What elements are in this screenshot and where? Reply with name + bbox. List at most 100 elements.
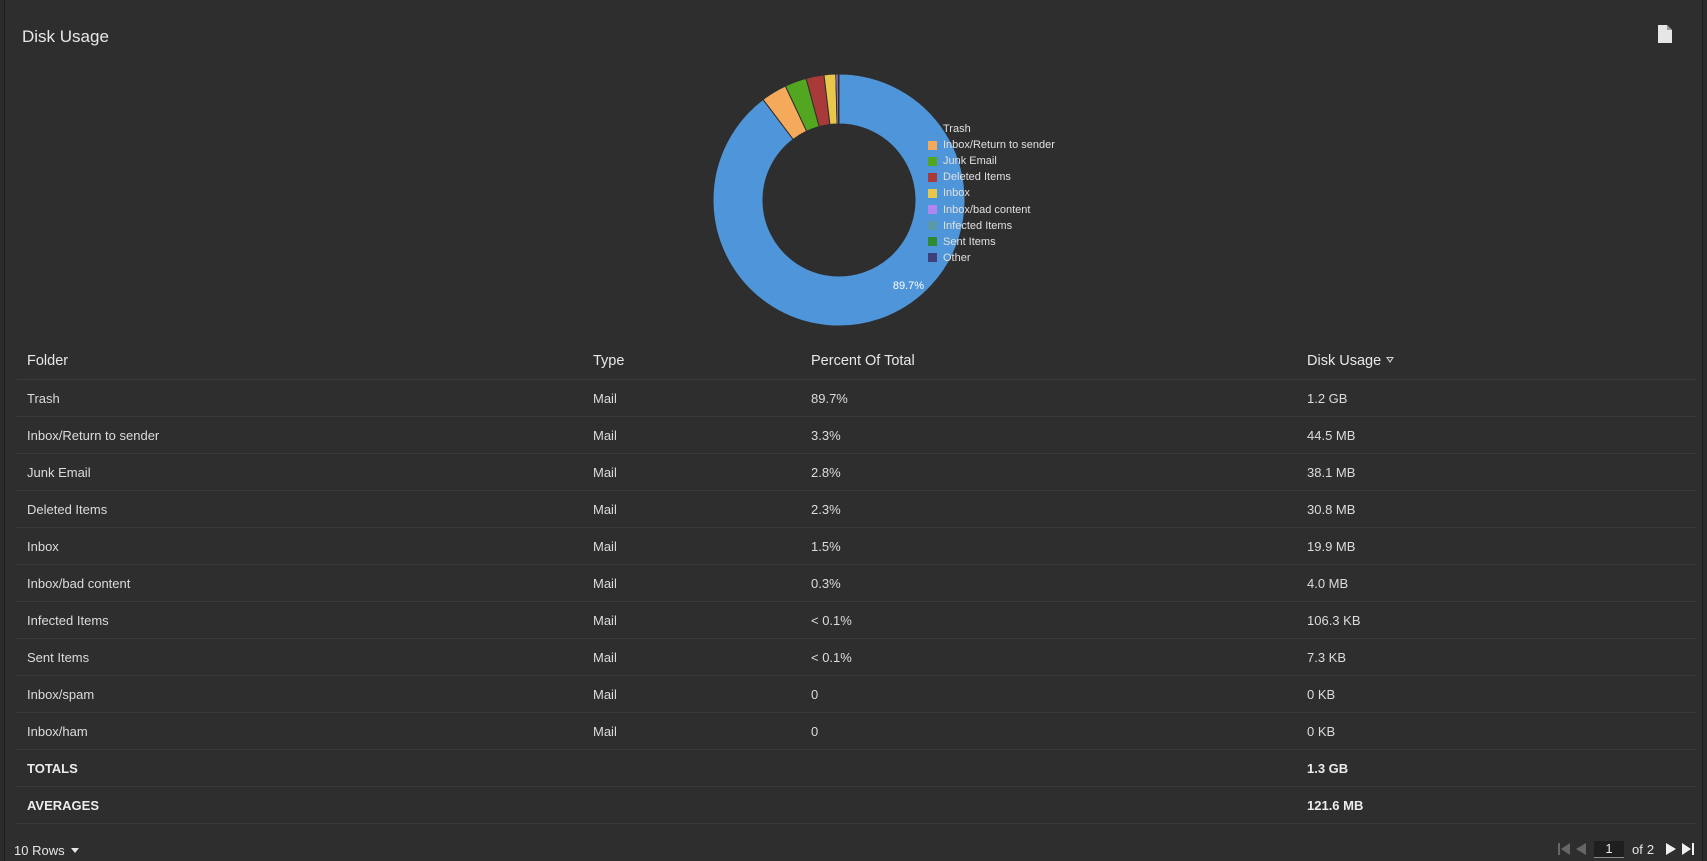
sort-descending-icon[interactable]	[1386, 356, 1395, 363]
cell-folder: Inbox/Return to sender	[17, 416, 583, 454]
totals-percent	[801, 749, 1297, 787]
legend-item[interactable]: Inbox/Return to sender	[928, 137, 1055, 153]
chart-legend: Trash Inbox/Return to sender Junk Email Del…	[928, 121, 1055, 266]
table-row[interactable]: Deleted Items Mail 2.3% 30.8 MB	[17, 490, 1697, 528]
column-header-disk-usage[interactable]: Disk Usage	[1297, 342, 1697, 380]
legend-swatch	[928, 156, 937, 166]
cell-disk-usage: 106.3 KB	[1297, 601, 1697, 639]
cell-percent: < 0.1%	[801, 601, 1297, 639]
cell-type: Mail	[583, 527, 801, 565]
column-header-disk-usage-label: Disk Usage	[1307, 352, 1382, 369]
cell-type: Mail	[583, 638, 801, 676]
legend-label: Deleted Items	[943, 171, 1011, 184]
legend-item[interactable]: Infected Items	[928, 218, 1055, 234]
table-row[interactable]: Sent Items Mail < 0.1% 7.3 KB	[17, 638, 1697, 676]
averages-label: AVERAGES	[17, 786, 583, 824]
totals-label: TOTALS	[17, 749, 583, 787]
cell-type: Mail	[583, 416, 801, 454]
previous-page-icon[interactable]	[1574, 842, 1588, 856]
table-row[interactable]: Inbox/spam Mail 0 0 KB	[17, 675, 1697, 713]
cell-percent: 1.5%	[801, 527, 1297, 565]
totals-usage: 1.3 GB	[1297, 749, 1697, 787]
legend-item[interactable]: Inbox	[928, 185, 1055, 201]
legend-swatch	[928, 140, 937, 150]
cell-type: Mail	[583, 379, 801, 417]
averages-percent	[801, 786, 1297, 824]
averages-usage: 121.6 MB	[1297, 786, 1697, 824]
legend-label: Junk Email	[943, 155, 997, 168]
cell-disk-usage: 0 KB	[1297, 675, 1697, 713]
slice-label-trash: 89.7%	[893, 280, 924, 292]
last-page-icon[interactable]	[1681, 842, 1695, 856]
column-header-folder[interactable]: Folder	[17, 342, 583, 380]
cell-folder: Inbox/bad content	[17, 564, 583, 602]
cell-percent: 3.3%	[801, 416, 1297, 454]
legend-label: Other	[943, 251, 971, 264]
cell-folder: Sent Items	[17, 638, 583, 676]
cell-folder: Inbox/ham	[17, 712, 583, 750]
page-number-input[interactable]	[1594, 840, 1624, 858]
page-of-label: of	[1632, 841, 1643, 857]
cell-percent: 0.3%	[801, 564, 1297, 602]
caret-down-icon	[70, 848, 79, 853]
legend-label: Inbox/Return to sender	[943, 139, 1055, 152]
table-row[interactable]: Inbox Mail 1.5% 19.9 MB	[17, 527, 1697, 565]
table-row[interactable]: Inbox/ham Mail 0 0 KB	[17, 712, 1697, 750]
donut-slice[interactable]	[712, 73, 966, 327]
legend-swatch	[928, 124, 937, 134]
first-page-icon[interactable]	[1557, 842, 1571, 856]
cell-percent: 2.3%	[801, 490, 1297, 528]
cell-folder: Trash	[17, 379, 583, 417]
rows-per-page-select[interactable]: 10 Rows	[14, 843, 79, 858]
legend-label: Inbox/bad content	[943, 203, 1031, 216]
legend-label: Trash	[943, 123, 971, 136]
next-page-icon[interactable]	[1664, 842, 1678, 856]
averages-type	[583, 786, 801, 824]
totals-row: TOTALS 1.3 GB	[17, 749, 1697, 787]
cell-disk-usage: 1.2 GB	[1297, 379, 1697, 417]
legend-swatch	[928, 172, 937, 182]
document-icon[interactable]	[1657, 25, 1673, 43]
column-header-type[interactable]: Type	[583, 342, 801, 380]
averages-row: AVERAGES 121.6 MB	[17, 786, 1697, 824]
cell-folder: Junk Email	[17, 453, 583, 491]
legend-item[interactable]: Trash	[928, 121, 1055, 137]
legend-swatch	[928, 188, 937, 198]
legend-swatch	[928, 237, 937, 247]
cell-percent: 2.8%	[801, 453, 1297, 491]
cell-folder: Deleted Items	[17, 490, 583, 528]
legend-item[interactable]: Junk Email	[928, 153, 1055, 169]
donut-chart: 89.7%	[712, 73, 966, 327]
legend-label: Infected Items	[943, 219, 1013, 232]
disk-usage-panel: Disk Usage 89.7% Trash Inbox/Return to se…	[4, 0, 1703, 861]
cell-disk-usage: 38.1 MB	[1297, 453, 1697, 491]
cell-disk-usage: 4.0 MB	[1297, 564, 1697, 602]
cell-type: Mail	[583, 490, 801, 528]
cell-type: Mail	[583, 453, 801, 491]
legend-item[interactable]: Inbox/bad content	[928, 201, 1055, 217]
legend-swatch	[928, 205, 937, 215]
cell-disk-usage: 0 KB	[1297, 712, 1697, 750]
cell-percent: 0	[801, 675, 1297, 713]
table-row[interactable]: Infected Items Mail < 0.1% 106.3 KB	[17, 601, 1697, 639]
column-header-percent[interactable]: Percent Of Total	[801, 342, 1297, 380]
legend-item[interactable]: Other	[928, 250, 1055, 266]
cell-disk-usage: 7.3 KB	[1297, 638, 1697, 676]
cell-percent: < 0.1%	[801, 638, 1297, 676]
table-row[interactable]: Trash Mail 89.7% 1.2 GB	[17, 379, 1697, 417]
cell-folder: Inbox	[17, 527, 583, 565]
pagination: of 2	[1557, 839, 1695, 859]
cell-type: Mail	[583, 601, 801, 639]
table-row[interactable]: Junk Email Mail 2.8% 38.1 MB	[17, 453, 1697, 491]
disk-usage-table: Folder Type Percent Of Total Disk Usage …	[17, 342, 1697, 824]
legend-swatch	[928, 221, 937, 231]
table-row[interactable]: Inbox/Return to sender Mail 3.3% 44.5 MB	[17, 416, 1697, 454]
cell-type: Mail	[583, 712, 801, 750]
legend-item[interactable]: Sent Items	[928, 234, 1055, 250]
cell-disk-usage: 19.9 MB	[1297, 527, 1697, 565]
legend-item[interactable]: Deleted Items	[928, 169, 1055, 185]
page-total: 2	[1646, 841, 1655, 857]
legend-swatch	[928, 253, 937, 263]
table-row[interactable]: Inbox/bad content Mail 0.3% 4.0 MB	[17, 564, 1697, 602]
cell-disk-usage: 44.5 MB	[1297, 416, 1697, 454]
